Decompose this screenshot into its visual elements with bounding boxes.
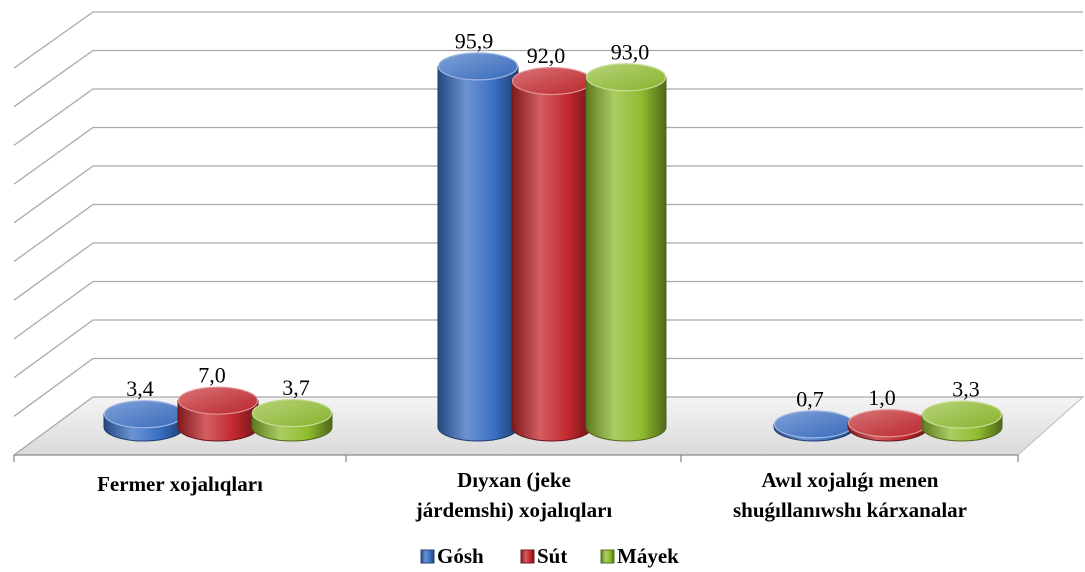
gridline [13, 357, 1083, 417]
data-label: 1,0 [868, 385, 896, 410]
category-label: shuǵıllanıwshı kárxanalar [733, 498, 967, 522]
gridline [13, 165, 1083, 224]
data-label: 7,0 [198, 363, 226, 388]
legend-item: Gósh [420, 544, 484, 568]
category-labels: Fermer xojalıqları Dıyxan (jeke járdemshi)… [97, 468, 967, 522]
data-label: 95,9 [455, 28, 494, 53]
legend-label: Máyek [617, 544, 679, 568]
category-label: Fermer xojalıqları [97, 472, 263, 496]
legend-label: Sút [537, 544, 567, 568]
bar [773, 410, 855, 442]
legend-swatch [420, 549, 435, 564]
category-label: járdemshi) xojalıqları [415, 498, 613, 522]
bar [103, 400, 185, 442]
bars [103, 52, 1003, 442]
category-label: Dıyxan (jeke [457, 468, 571, 492]
category-label: Awıl xojalıǵı menen [762, 468, 939, 492]
data-label: 3,4 [126, 376, 154, 401]
gridline [13, 319, 1083, 379]
gridline [13, 126, 1083, 185]
bar [585, 63, 667, 442]
legend: Gósh Sút Máyek [420, 544, 679, 568]
legend-item: Sút [520, 544, 567, 568]
gridline [13, 203, 1083, 263]
gridline [13, 88, 1083, 146]
legend-swatch [520, 549, 535, 564]
value-labels: 3,4 7,0 3,7 95,9 92,0 93,0 0,7 1,0 3,3 [126, 28, 980, 411]
gridline [13, 11, 1083, 69]
bar [251, 398, 333, 442]
data-label: 3,7 [282, 375, 310, 400]
legend-label: Gósh [437, 544, 484, 568]
data-label: 92,0 [527, 43, 566, 68]
data-label: 93,0 [611, 39, 650, 64]
gridline [13, 280, 1083, 340]
legend-item: Máyek [600, 544, 679, 568]
gridline [13, 49, 1083, 108]
gridline [13, 396, 1083, 456]
bar [921, 400, 1003, 442]
data-label: 3,3 [952, 377, 980, 402]
bar [847, 409, 929, 442]
bar [511, 66, 593, 442]
legend-swatch [600, 549, 615, 564]
bar [437, 52, 519, 442]
gridline [13, 242, 1083, 301]
data-label: 0,7 [796, 386, 824, 411]
bar [177, 386, 259, 442]
